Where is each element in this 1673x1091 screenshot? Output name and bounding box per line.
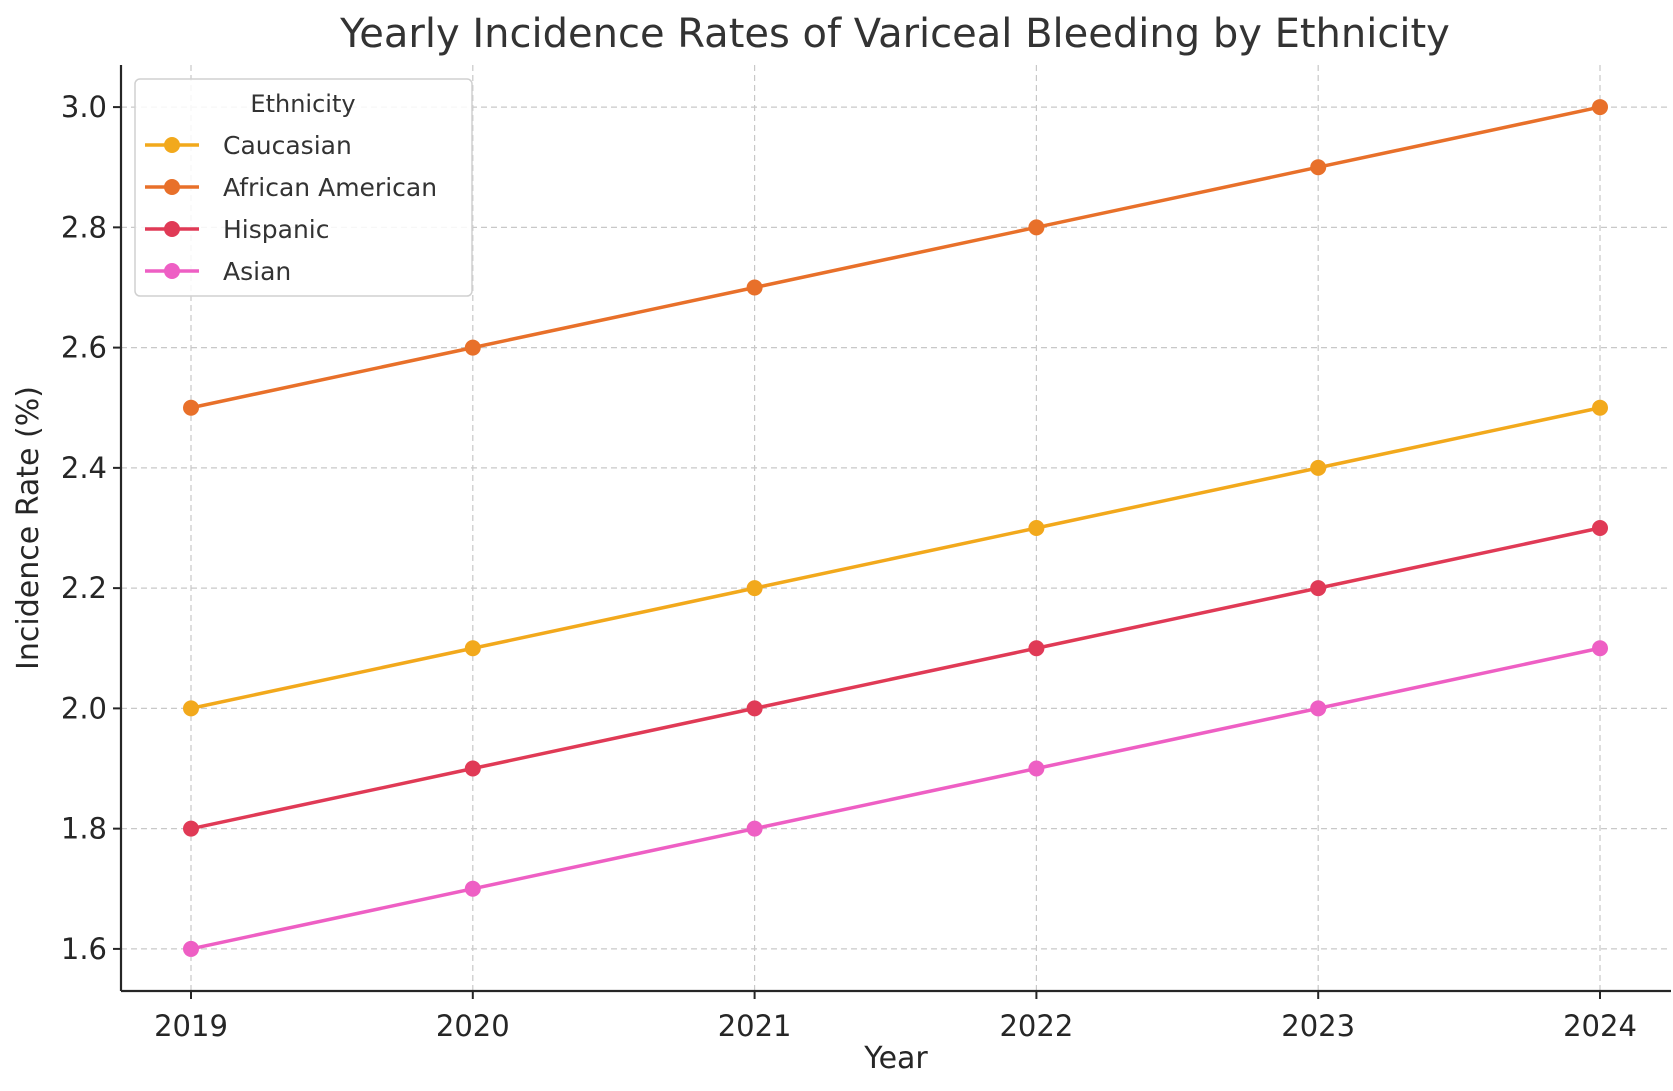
legend-items: Caucasian African American Hispanic Asian bbox=[145, 131, 437, 286]
series-hispanic bbox=[183, 520, 1608, 837]
data-point-caucasian bbox=[464, 640, 481, 657]
legend-item-african-american: African American bbox=[145, 173, 437, 202]
x-tick-label: 2019 bbox=[154, 1009, 228, 1043]
data-point-caucasian bbox=[1592, 399, 1608, 416]
y-tick-label: 2.4 bbox=[61, 451, 107, 485]
x-tick-label: 2021 bbox=[718, 1009, 792, 1043]
data-point-caucasian bbox=[183, 700, 199, 717]
series-line-hispanic bbox=[190, 526, 1601, 831]
data-point-hispanic bbox=[1310, 580, 1327, 597]
series-layer bbox=[183, 99, 1608, 957]
series-line-african-american bbox=[190, 105, 1601, 410]
data-point-hispanic bbox=[1028, 640, 1045, 657]
legend-swatch-marker bbox=[164, 221, 180, 237]
data-point-asian bbox=[746, 820, 763, 837]
data-point-african-american bbox=[1592, 99, 1608, 116]
x-tick-label: 2024 bbox=[1563, 1009, 1637, 1043]
legend-label: Caucasian bbox=[223, 131, 352, 160]
data-point-african-american bbox=[1310, 159, 1327, 176]
legend-item-hispanic: Hispanic bbox=[145, 215, 330, 244]
y-tick-label: 2.2 bbox=[61, 571, 107, 605]
data-point-african-american bbox=[183, 399, 199, 416]
data-point-hispanic bbox=[464, 760, 481, 777]
series-african-american bbox=[183, 99, 1608, 416]
data-point-asian bbox=[183, 940, 199, 957]
data-point-hispanic bbox=[1592, 520, 1608, 536]
legend: Ethnicity Caucasian African American Hispa… bbox=[134, 78, 473, 297]
data-point-caucasian bbox=[1028, 520, 1045, 536]
chart-title: Yearly Incidence Rates of Variceal Bleed… bbox=[339, 11, 1450, 57]
data-point-asian bbox=[464, 880, 481, 897]
legend-frame bbox=[134, 78, 473, 297]
data-point-asian bbox=[1592, 640, 1608, 657]
data-point-caucasian bbox=[1310, 459, 1327, 476]
y-tick-label: 2.6 bbox=[61, 331, 107, 365]
ticks: 2019 2020 2021 2022 2023 2024 1.6 1.8 2.0 2.2 2.4 2… bbox=[61, 90, 1637, 1043]
y-axis-label: Incidence Rate (%) bbox=[11, 386, 46, 670]
data-point-african-american bbox=[1028, 219, 1045, 236]
y-tick-label: 1.8 bbox=[61, 812, 107, 846]
x-tick-label: 2020 bbox=[436, 1009, 510, 1043]
x-axis-label: Year bbox=[863, 1041, 928, 1076]
data-point-hispanic bbox=[183, 820, 199, 837]
x-tick-label: 2022 bbox=[999, 1009, 1073, 1043]
y-tick-label: 2.0 bbox=[61, 691, 107, 725]
legend-item-asian: Asian bbox=[145, 257, 291, 286]
y-tick-label: 2.8 bbox=[61, 210, 107, 244]
series-line-caucasian bbox=[190, 406, 1601, 711]
series-line-asian bbox=[190, 646, 1601, 951]
legend-title: Ethnicity bbox=[250, 90, 355, 118]
y-tick-label: 1.6 bbox=[61, 932, 107, 966]
data-point-african-american bbox=[464, 339, 481, 356]
legend-swatch-marker bbox=[164, 137, 180, 153]
data-point-asian bbox=[1310, 700, 1327, 717]
legend-item-caucasian: Caucasian bbox=[145, 131, 352, 160]
data-point-caucasian bbox=[746, 580, 763, 597]
data-point-african-american bbox=[746, 279, 763, 296]
series-asian bbox=[183, 640, 1608, 957]
data-point-asian bbox=[1028, 760, 1045, 777]
legend-swatch-marker bbox=[164, 179, 180, 195]
series-caucasian bbox=[183, 399, 1608, 717]
x-tick-label: 2023 bbox=[1281, 1009, 1355, 1043]
legend-label: African American bbox=[223, 173, 437, 202]
legend-label: Hispanic bbox=[223, 215, 330, 244]
y-tick-label: 3.0 bbox=[61, 90, 107, 124]
axes bbox=[119, 65, 1671, 993]
data-point-hispanic bbox=[746, 700, 763, 717]
legend-label: Asian bbox=[223, 257, 291, 286]
legend-swatch-marker bbox=[164, 263, 180, 279]
